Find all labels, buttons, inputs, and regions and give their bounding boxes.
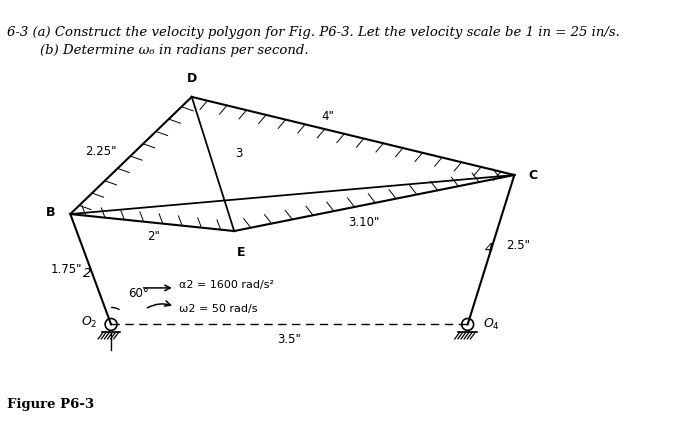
Text: 3.5": 3.5" (277, 333, 301, 346)
Text: Figure P6-3: Figure P6-3 (7, 398, 94, 411)
Text: 3: 3 (234, 147, 242, 160)
Text: B: B (46, 206, 55, 219)
Text: 6-3 (a) Construct the velocity polygon for Fig. P6-3. Let the velocity scale be : 6-3 (a) Construct the velocity polygon f… (7, 26, 620, 40)
Text: (b) Determine ω₆ in radians per second.: (b) Determine ω₆ in radians per second. (41, 44, 309, 57)
Text: 1.75": 1.75" (51, 263, 83, 276)
Text: 4: 4 (484, 242, 493, 254)
Text: E: E (237, 246, 245, 259)
Text: 60°: 60° (128, 287, 148, 300)
Text: D: D (187, 72, 197, 85)
Text: 2": 2" (148, 231, 160, 243)
Text: C: C (528, 169, 537, 182)
Text: 2.25": 2.25" (85, 145, 117, 158)
Text: 3.10": 3.10" (349, 216, 380, 229)
Text: ω2 = 50 rad/s: ω2 = 50 rad/s (179, 304, 258, 314)
Text: α2 = 1600 rad/s²: α2 = 1600 rad/s² (179, 280, 274, 290)
Text: $O_4$: $O_4$ (483, 317, 500, 332)
Text: 2.5": 2.5" (506, 239, 530, 252)
Text: 2: 2 (83, 267, 92, 280)
Text: 4": 4" (321, 110, 334, 123)
Text: $O_2$: $O_2$ (81, 315, 97, 330)
